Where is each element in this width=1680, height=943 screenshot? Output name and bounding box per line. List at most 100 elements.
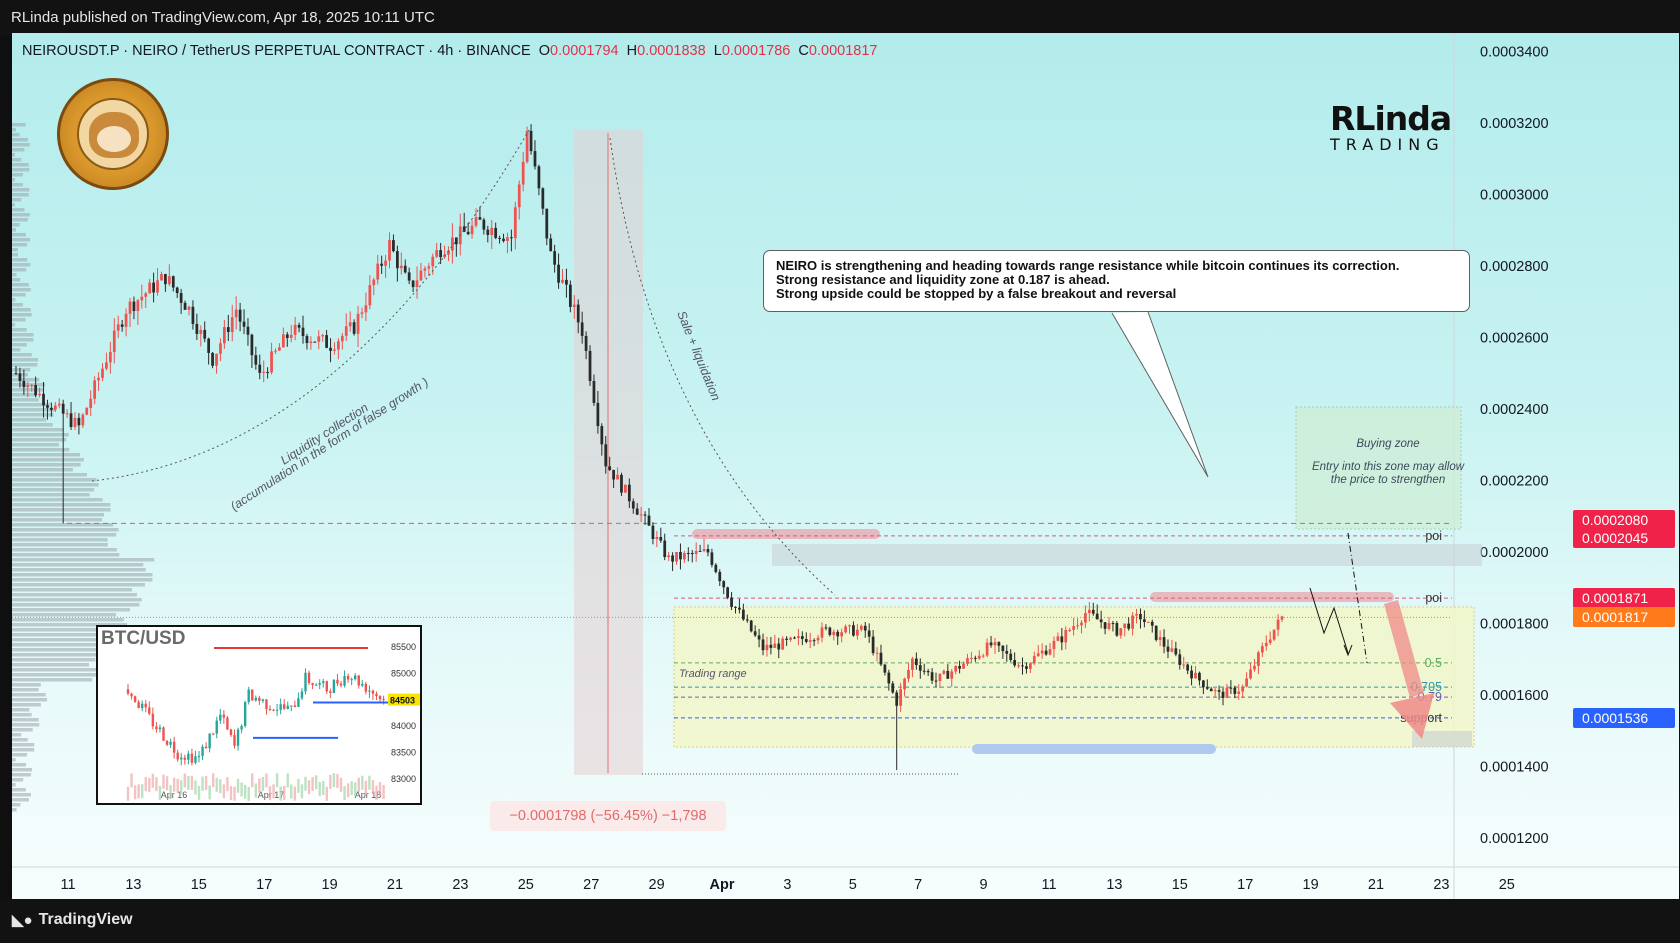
- candle-body: [171, 276, 175, 288]
- volume-profile-bar: [12, 123, 26, 127]
- volume-profile-bar: [12, 698, 47, 702]
- volume-profile-bar: [12, 483, 99, 487]
- buying-zone-rect: [1295, 406, 1462, 530]
- candle-body: [1280, 616, 1284, 620]
- inset-candle-body: [375, 693, 378, 697]
- candle-body: [828, 627, 832, 635]
- candle-body: [549, 238, 553, 252]
- candle-body: [620, 474, 623, 493]
- candle-body: [403, 265, 407, 273]
- volume-profile-bar: [12, 428, 64, 432]
- candle-body: [922, 670, 926, 672]
- volume-profile-bar: [12, 393, 37, 397]
- volume-profile-bar: [12, 648, 112, 652]
- candle-body: [911, 658, 914, 670]
- inset-candle-body: [350, 679, 353, 681]
- candle-body: [376, 263, 380, 280]
- volume-profile-bar: [12, 148, 25, 152]
- candle-body: [808, 640, 812, 642]
- candle-body: [568, 284, 572, 307]
- candle-body: [903, 678, 906, 690]
- candle-body: [934, 680, 938, 682]
- candle-body: [1190, 670, 1193, 679]
- candle-body: [1194, 672, 1197, 679]
- candle-body: [966, 658, 969, 664]
- volume-profile-bar: [12, 303, 23, 307]
- candle-body: [1135, 613, 1138, 616]
- inset-volume-bar: [165, 776, 169, 791]
- volume-profile-bar: [12, 318, 26, 322]
- inset-volume-bar: [339, 777, 343, 792]
- low-value: 0.0001786: [721, 43, 791, 59]
- inset-volume-bar: [254, 783, 257, 798]
- candle-body: [525, 130, 529, 162]
- inset-y-tick: 83000: [391, 774, 416, 784]
- volume-profile-bar: [12, 268, 27, 272]
- candle-body: [840, 632, 844, 637]
- inset-candle-body: [222, 714, 226, 718]
- inset-y-tick: 84000: [391, 721, 416, 731]
- candle-body: [537, 166, 541, 189]
- candle-body: [1107, 623, 1111, 629]
- volume-profile-bar: [12, 353, 32, 357]
- inset-volume-bar: [130, 773, 133, 788]
- volume-profile-bar: [12, 448, 70, 452]
- close-label: C: [798, 43, 809, 59]
- y-tick-label: 0.0001800: [1480, 617, 1549, 633]
- candle-body: [993, 642, 997, 646]
- candle-body: [1178, 654, 1182, 665]
- inset-volume-bar: [222, 784, 226, 799]
- high-label: H: [626, 43, 638, 59]
- candle-body: [604, 444, 608, 467]
- candle-body: [545, 208, 549, 239]
- candle-body: [494, 227, 498, 238]
- volume-profile-bar: [12, 238, 31, 242]
- x-tick-label: 23: [1433, 877, 1449, 893]
- inset-candle-body: [361, 683, 364, 686]
- volume-profile-bar: [12, 783, 16, 787]
- inset-volume-bar: [371, 780, 375, 795]
- price-chart[interactable]: 0.0003400 0.0003200 0.0003000 0.0002800 0.00…: [12, 33, 1679, 899]
- inset-candle-body: [258, 697, 261, 701]
- volume-profile-bar: [12, 308, 31, 312]
- inset-volume-bar: [368, 775, 371, 790]
- candle-body: [863, 625, 867, 631]
- volume-profile-bar: [12, 233, 26, 237]
- x-tick-label: 17: [1237, 877, 1253, 893]
- candle-body: [18, 373, 22, 381]
- candle-body: [844, 626, 847, 633]
- candle-body: [592, 381, 596, 403]
- candle-body: [1174, 648, 1178, 655]
- inset-volume-bar: [137, 784, 140, 799]
- inset-candle-body: [180, 757, 183, 760]
- chart-panel[interactable]: 0.0003400 0.0003200 0.0003000 0.0002800 0.00…: [12, 33, 1679, 899]
- candle-body: [498, 237, 501, 239]
- analysis-callout: NEIRO is strengthening and heading towar…: [763, 250, 1470, 312]
- bearish-arrow-shaft: [1384, 600, 1424, 698]
- candle-body: [470, 225, 474, 235]
- liquidity-collection-curve: [91, 124, 533, 482]
- candle-body: [238, 309, 242, 322]
- inset-candle-body: [346, 675, 350, 680]
- volume-profile-bar: [12, 413, 54, 417]
- volume-profile-bar: [12, 183, 23, 187]
- volume-profile-bar: [12, 498, 103, 502]
- candle-body: [1209, 688, 1213, 692]
- price-label-box: 0.0002080: [1573, 509, 1675, 530]
- inset-candle-body: [151, 713, 155, 727]
- inset-volume-bar: [283, 785, 286, 800]
- candle-body: [1213, 690, 1217, 692]
- candle-body: [132, 301, 136, 312]
- candle-body: [557, 264, 560, 283]
- inset-candle-body: [137, 701, 140, 709]
- candle-body: [380, 263, 384, 266]
- candle-body: [435, 250, 439, 257]
- inset-y-tick: 83500: [391, 748, 416, 758]
- inset-volume-bar: [212, 773, 215, 788]
- candle-body: [800, 636, 804, 640]
- tradingview-logo[interactable]: ◣● TradingView: [12, 911, 133, 929]
- volume-profile-bar: [12, 293, 26, 297]
- liquidity-zone-upper: [692, 529, 880, 539]
- candle-body: [608, 466, 612, 470]
- candle-body: [749, 620, 753, 632]
